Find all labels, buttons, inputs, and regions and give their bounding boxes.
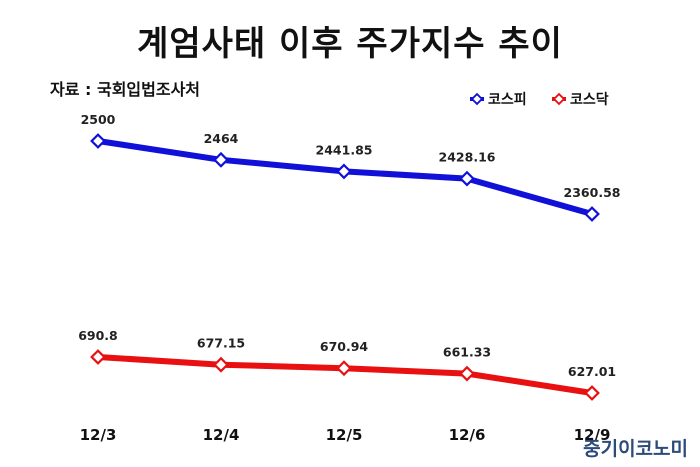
series-2-data-label-5: 627.01: [568, 364, 616, 379]
legend-label-1: 코스피: [488, 92, 527, 108]
watermark-logo: 중기이코노미: [583, 438, 688, 460]
source-note: 자료 : 국회입법조사처: [50, 80, 201, 99]
series-2-point-5: [584, 385, 600, 401]
series-1-point-5: [584, 206, 600, 222]
series-2-point-2: [213, 356, 229, 373]
series-2-point-4: [459, 365, 475, 382]
series-2-data-label-1: 690.8: [78, 328, 118, 343]
series-2-point-3: [336, 360, 352, 377]
x-tick-label-5: 12/9: [574, 426, 611, 444]
series-1-point-2: [213, 151, 229, 168]
series-1-data-label-3: 2441.85: [316, 142, 373, 157]
legend-label-2: 코스닥: [570, 91, 609, 108]
chart-title: 계엄사태 이후 주가지수 추이: [137, 24, 563, 64]
series-1-data-label-5: 2360.58: [564, 185, 621, 200]
legend-swatch-marker-2: [552, 92, 566, 106]
series-1-point-1: [90, 133, 106, 149]
series-2-data-label-3: 670.94: [320, 339, 369, 354]
x-tick-label-3: 12/5: [326, 426, 363, 444]
series-1-data-label-2: 2464: [204, 131, 239, 146]
series-2-data-label-2: 677.15: [197, 336, 245, 351]
x-tick-label-2: 12/4: [203, 426, 240, 444]
series-2-data-label-4: 661.33: [443, 345, 491, 360]
series-1-data-label-1: 2500: [81, 112, 116, 127]
x-tick-label-1: 12/3: [80, 426, 117, 444]
series-1-point-3: [336, 163, 352, 180]
series-2-point-1: [90, 349, 106, 365]
series-1-data-label-4: 2428.16: [439, 150, 496, 165]
legend-swatch-marker-1: [470, 92, 484, 106]
x-tick-label-4: 12/6: [449, 426, 486, 444]
series-1-point-4: [459, 170, 475, 187]
